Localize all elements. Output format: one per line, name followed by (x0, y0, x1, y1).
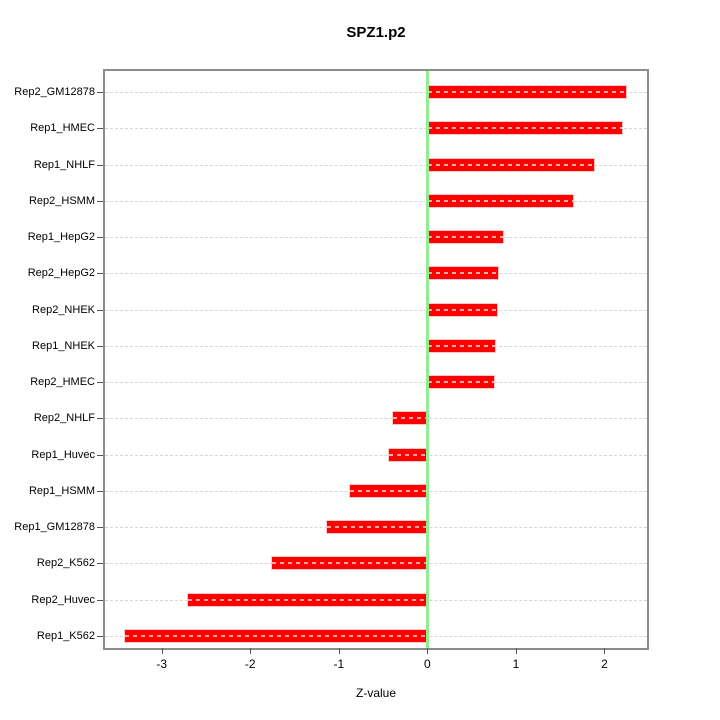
y-axis-tick (97, 92, 103, 93)
bar-dash-overlay (349, 489, 427, 492)
y-axis-tick (97, 128, 103, 130)
gridline (105, 164, 647, 166)
y-axis-label: Rep1_HSMM (28, 484, 95, 497)
y-axis-label: Rep1_HepG2 (27, 231, 95, 243)
y-axis-label: Rep2_HMEC (30, 376, 95, 388)
bar-Rep1_HMEC (427, 121, 624, 136)
bar-Rep2_HMEC (427, 375, 495, 389)
y-axis-tick (97, 345, 103, 347)
y-axis-label: Rep2_HSMM (28, 194, 95, 207)
gridline (105, 128, 647, 130)
bar-dash-overlay (428, 199, 574, 202)
y-axis-label: Rep2_GM12878 (14, 86, 95, 98)
bar-dash-overlay (428, 308, 498, 311)
bar-dash-overlay (428, 236, 503, 238)
y-axis-tick (97, 164, 103, 166)
y-axis-label: Rep2_NHLF (33, 412, 95, 425)
y-axis-label: Rep2_NHEK (32, 303, 95, 316)
bar-dash-overlay (326, 526, 427, 528)
y-axis-label: Rep1_Huvec (31, 448, 95, 461)
gridline (105, 273, 647, 275)
y-axis-tick (97, 527, 103, 528)
gridline (105, 382, 647, 383)
bar-Rep2_Huvec (187, 592, 428, 607)
bar-dash-overlay (125, 634, 427, 637)
y-axis-tick (97, 635, 103, 637)
y-axis-tick (97, 309, 103, 311)
bar-dash-overlay (271, 562, 427, 565)
bar-dash-overlay (428, 91, 626, 93)
y-axis-tick (97, 563, 103, 565)
bar-dash-overlay (392, 417, 427, 420)
y-axis-tick (97, 382, 103, 383)
bar-Rep2_GM12878 (427, 85, 627, 99)
x-axis-tick-label: -3 (156, 657, 168, 671)
bar-Rep2_NHEK (427, 302, 499, 317)
bar-dash-overlay (428, 272, 499, 275)
gridline (105, 309, 647, 311)
bar-dash-overlay (428, 127, 623, 130)
y-axis-label: Rep2_Huvec (31, 593, 95, 606)
bar-dash-overlay (428, 381, 494, 383)
y-axis-label: Rep1_GM12878 (14, 521, 95, 533)
bar-Rep2_HepG2 (427, 266, 500, 281)
y-axis-tick (97, 454, 103, 456)
y-axis-label: Rep1_NHEK (32, 339, 95, 352)
y-axis-tick (97, 599, 103, 601)
x-axis-tick-label: -2 (244, 657, 256, 671)
bar-dash-overlay (428, 163, 594, 166)
gridline (105, 92, 647, 93)
bar-Rep2_NHLF (391, 411, 428, 426)
bar-Rep1_NHLF (427, 157, 595, 172)
x-axis-tick (515, 648, 517, 654)
y-axis-tick (97, 200, 103, 202)
x-axis-tick (604, 648, 606, 654)
y-axis-label: Rep1_HMEC (30, 122, 95, 135)
bar-dash-overlay (188, 598, 427, 601)
gridline (105, 200, 647, 202)
bar-Rep1_HSMM (348, 483, 428, 498)
y-axis-tick (97, 418, 103, 420)
bar-Rep1_HepG2 (427, 230, 504, 244)
y-axis-label: Rep2_HepG2 (27, 267, 95, 280)
x-axis-tick-label: 2 (601, 657, 608, 671)
x-axis-tick-label: 1 (512, 657, 520, 671)
bar-Rep1_GM12878 (325, 520, 428, 534)
y-axis-tick (97, 237, 103, 238)
y-axis-label: Rep1_K562 (36, 629, 95, 642)
gridline (105, 454, 647, 456)
y-axis-tick (97, 490, 103, 492)
x-axis-tick-label: -1 (333, 657, 345, 671)
zero-reference-line (426, 71, 430, 648)
bar-dash-overlay (428, 344, 496, 347)
y-axis-tick (97, 273, 103, 275)
gridline (105, 237, 647, 238)
x-axis-tick-label: 0 (424, 657, 431, 671)
gridline (105, 418, 647, 420)
y-axis-label: Rep2_K562 (36, 557, 95, 570)
bar-Rep2_K562 (270, 556, 428, 571)
y-axis-label: Rep1_NHLF (33, 158, 95, 171)
x-axis-tick (338, 648, 340, 654)
plot-area: Rep2_GM12878 Rep1_HMEC Rep1_NHLF Rep2_HSMM R… (14, 69, 649, 700)
bar-Rep1_Huvec (388, 447, 428, 462)
bar-Rep1_K562 (124, 628, 428, 643)
chart-title: SPZ1.p2 (346, 24, 406, 41)
bar-Rep1_NHEK (427, 338, 497, 353)
bar-Rep2_HSMM (427, 193, 575, 208)
x-axis-tick (250, 648, 252, 654)
bar-dash-overlay (389, 453, 427, 456)
x-axis-tick (427, 648, 429, 654)
x-axis-title: Z-value (355, 686, 397, 700)
x-axis-tick (161, 648, 163, 654)
gridline (105, 345, 647, 347)
